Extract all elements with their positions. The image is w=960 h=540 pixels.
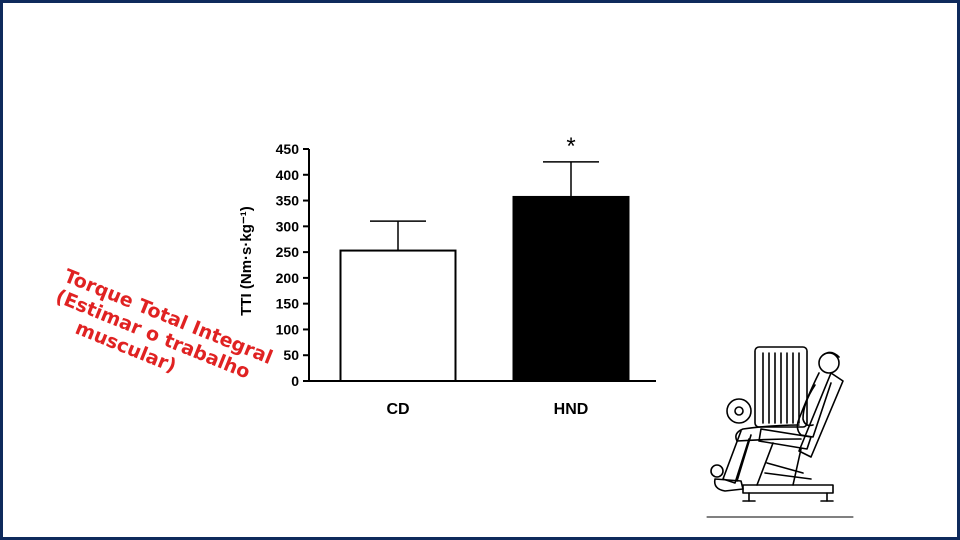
bar-cd — [339, 249, 457, 382]
y-tick-label: 300 — [276, 218, 300, 234]
x-axis: CD HND — [309, 380, 656, 418]
y-tick-label: 450 — [276, 141, 300, 157]
y-tick-label: 0 — [291, 373, 299, 389]
bars: * — [339, 133, 630, 382]
y-axis: 0 50 100 150 200 250 300 350 400 450 — [276, 141, 310, 389]
y-tick-label: 250 — [276, 244, 300, 260]
x-tick-label: CD — [386, 401, 409, 418]
y-axis-label: TTI (Nm·s·kg⁻¹) — [238, 206, 255, 316]
x-tick-label: HND — [554, 401, 589, 418]
significance-marker: * — [566, 133, 575, 160]
y-tick-label: 100 — [276, 321, 300, 337]
leg-press-machine-icon — [706, 346, 854, 518]
y-tick-label: 50 — [283, 347, 299, 363]
y-tick-label: 400 — [276, 167, 300, 183]
bar-hnd — [512, 195, 630, 382]
y-tick-label: 150 — [276, 296, 300, 312]
y-tick-label: 350 — [276, 193, 300, 209]
y-tick-label: 200 — [276, 270, 300, 286]
bar-chart: 0 50 100 150 200 250 300 350 400 450 CD HND * TTI … — [238, 133, 656, 418]
